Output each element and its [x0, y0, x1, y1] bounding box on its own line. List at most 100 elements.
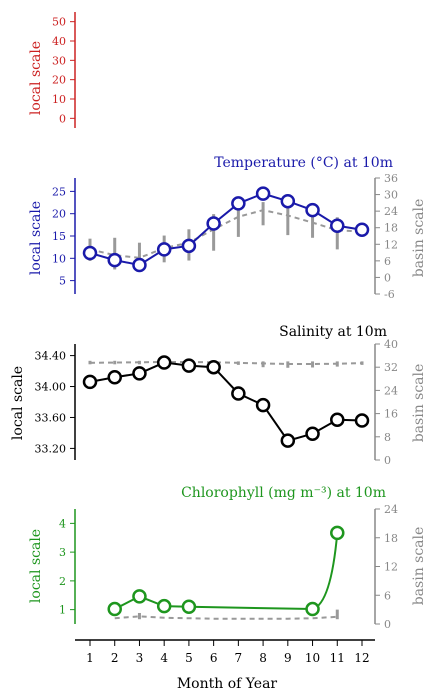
- panel-4-left-ticks: 1 2 3 4: [59, 517, 75, 617]
- left-tick-label: 33.60: [35, 411, 67, 424]
- local-series-line: [89, 361, 363, 442]
- data-point: [181, 238, 197, 254]
- data-point: [107, 601, 122, 617]
- panel-3-marks: [82, 355, 370, 448]
- right-tick-label: 18: [384, 222, 398, 235]
- left-tick-label: 25: [52, 185, 66, 198]
- data-point: [132, 366, 147, 381]
- left-tick-label: 5: [59, 275, 66, 288]
- data-point: [330, 412, 345, 428]
- x-tick-label: 2: [111, 651, 119, 665]
- data-point: [132, 589, 147, 604]
- data-point: [255, 397, 271, 413]
- panel-3-title: Salinity at 10m: [279, 324, 387, 340]
- left-tick-label: 10: [52, 93, 66, 106]
- right-tick-label: 16: [384, 408, 398, 421]
- data-point: [330, 218, 345, 233]
- left-tick-label: 34.40: [35, 350, 67, 363]
- x-tick-label: 11: [330, 651, 345, 665]
- panel-2-title: Temperature (°C) at 10m: [214, 155, 393, 171]
- panel-2-marks: [82, 186, 370, 273]
- x-tick-label: 5: [185, 651, 193, 665]
- left-tick-label: 30: [52, 54, 66, 67]
- right-tick-label: 24: [384, 205, 398, 218]
- panel-1: 0 10 20 30 40 50 local scale: [28, 12, 76, 128]
- right-tick-label: 6: [384, 589, 391, 602]
- data-point: [82, 374, 98, 390]
- panel-4-title: Chlorophyll (mg m⁻³) at 10m: [181, 485, 386, 501]
- basin-mean-line: [89, 360, 363, 366]
- left-tick-label: 40: [52, 35, 66, 48]
- left-tick-label: 3: [59, 546, 66, 559]
- left-tick-label: 1: [59, 604, 66, 617]
- data-point: [156, 598, 172, 614]
- data-point: [305, 426, 320, 441]
- x-axis: 1 2 3 4 5 6 7 8 9 10 11 12 Month of Year: [75, 639, 375, 692]
- right-tick-label: 0: [384, 618, 391, 631]
- panel-3-ylabel: local scale: [10, 366, 26, 440]
- panel-4: Chlorophyll (mg m⁻³) at 10m 1 2 3 4 0 6 12 18 2…: [28, 485, 427, 631]
- panel-4-ylabel-right: basin scale: [411, 527, 427, 606]
- panel-2: Temperature (°C) at 10m 5 10 15 20 25 -6 0 6 12…: [28, 155, 427, 301]
- x-tick-label: 7: [235, 651, 243, 665]
- right-tick-label: 12: [384, 561, 398, 574]
- right-tick-label: 30: [384, 189, 398, 202]
- data-point: [156, 242, 172, 257]
- panel-2-left-ticks: 5 10 15 20 25: [52, 185, 75, 288]
- data-point: [231, 196, 246, 211]
- data-point: [82, 245, 98, 261]
- left-tick-label: 20: [52, 74, 66, 87]
- data-point: [181, 599, 197, 614]
- panel-2-right-ticks: -6 0 6 12 18 24 30 36: [375, 172, 398, 301]
- right-tick-label: 6: [384, 255, 391, 268]
- right-tick-label: 24: [384, 384, 398, 397]
- data-point: [354, 222, 370, 238]
- left-tick-label: 2: [59, 575, 66, 588]
- basin-mean-line: [114, 615, 338, 620]
- data-point: [132, 257, 147, 273]
- panel-3: Salinity at 10m 33.20 33.60 34.00 34.40 0 8 1…: [10, 324, 427, 467]
- right-tick-label: 40: [384, 338, 398, 351]
- panel-3-right-ticks: 0 8 16 24 32 40: [375, 338, 398, 467]
- panel-3-ylabel-right: basin scale: [411, 364, 427, 443]
- left-tick-label: 34.00: [35, 381, 67, 394]
- data-point: [231, 386, 246, 401]
- x-axis-label: Month of Year: [177, 676, 278, 692]
- local-series-line: [89, 192, 363, 267]
- basin-mean-line: [89, 209, 363, 259]
- right-tick-label: 12: [384, 238, 398, 251]
- left-tick-label: 10: [52, 252, 66, 265]
- data-point: [206, 359, 221, 375]
- data-point: [354, 413, 370, 428]
- right-tick-label: 36: [384, 172, 398, 185]
- panel-1-ylabel: local scale: [28, 41, 44, 115]
- right-tick-label: 32: [384, 361, 398, 374]
- x-tick-label: 3: [136, 651, 144, 665]
- data-point: [330, 525, 345, 541]
- x-tick-label: 12: [354, 651, 369, 665]
- left-tick-label: 4: [59, 517, 66, 530]
- right-tick-label: 0: [384, 454, 391, 467]
- x-tick-label: 9: [284, 651, 292, 665]
- x-tick-label: 1: [86, 651, 94, 665]
- local-series-line: [114, 532, 339, 611]
- right-tick-label: 18: [384, 532, 398, 545]
- panel-2-ylabel: local scale: [28, 201, 44, 275]
- data-point: [156, 355, 172, 370]
- data-point: [181, 358, 197, 373]
- data-point: [107, 370, 122, 385]
- x-tick-label: 8: [259, 651, 267, 665]
- x-axis-ticks: 1 2 3 4 5 6 7 8 9 10 11 12: [86, 640, 370, 665]
- left-tick-label: 20: [52, 208, 66, 221]
- data-point: [280, 433, 296, 448]
- left-tick-label: 0: [59, 112, 66, 125]
- data-point: [305, 601, 320, 617]
- x-tick-label: 6: [210, 651, 218, 665]
- panel-1-left-ticks: 0 10 20 30 40 50: [52, 16, 75, 125]
- data-point: [107, 252, 122, 268]
- data-point: [280, 193, 296, 209]
- right-tick-label: 8: [384, 431, 391, 444]
- left-tick-label: 33.20: [35, 442, 67, 455]
- x-tick-label: 4: [160, 651, 168, 665]
